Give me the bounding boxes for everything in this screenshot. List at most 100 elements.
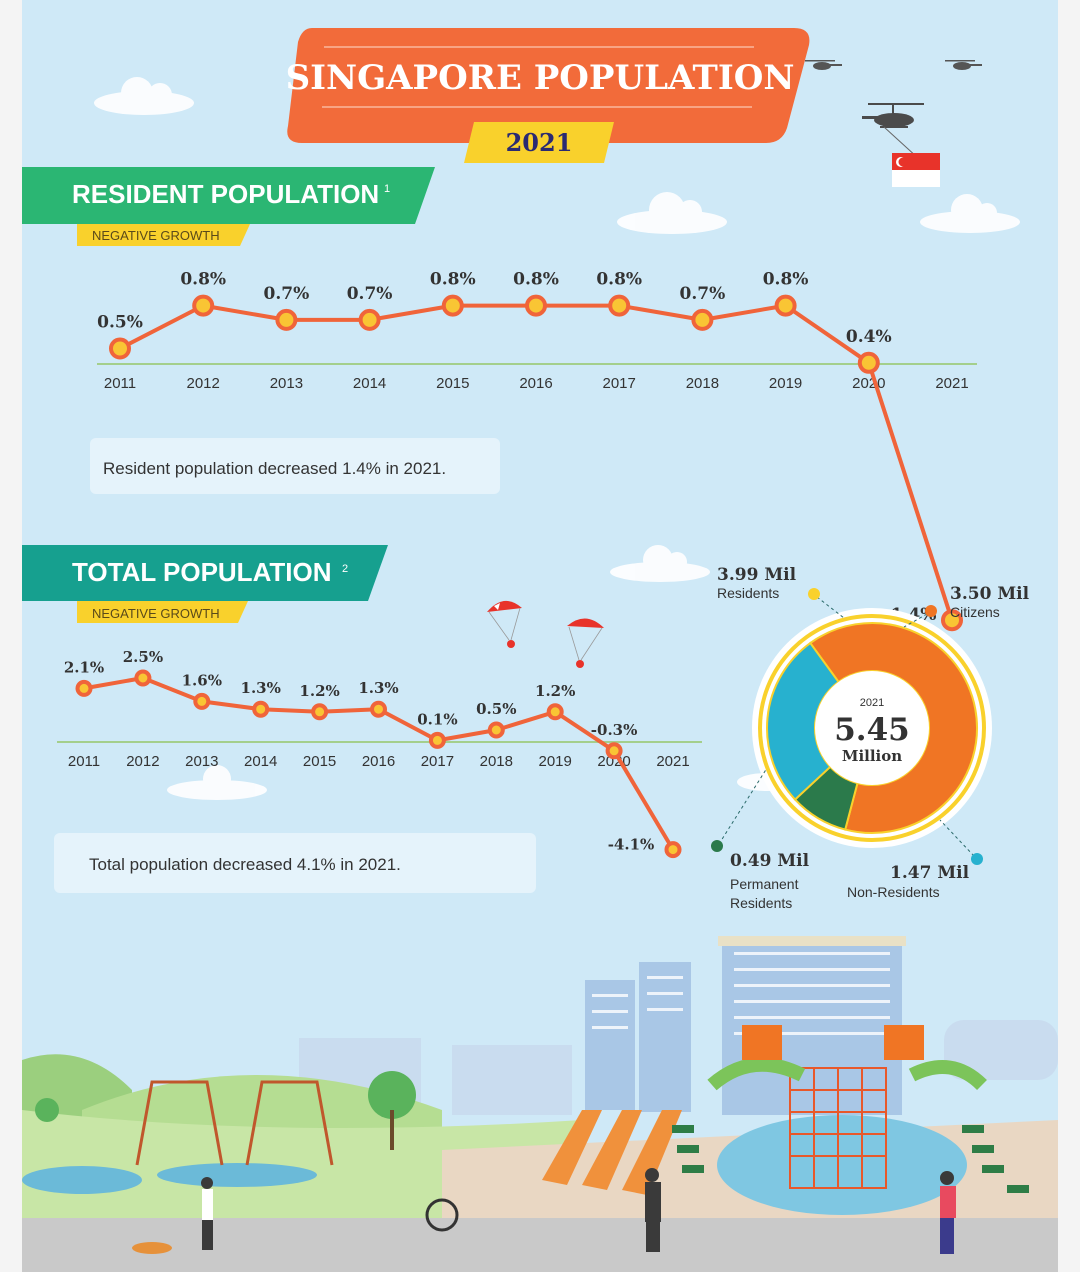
data-label: 1.6%	[182, 671, 222, 689]
data-label: 0.8%	[513, 270, 559, 290]
x-tick-label: 2021	[656, 753, 689, 770]
data-label: 0.4%	[846, 327, 892, 347]
data-point	[487, 721, 505, 739]
callout-citizens: 3.50 Mil Citizens	[903, 584, 1030, 628]
resident-note-text: Resident population decreased 1.4% in 20…	[103, 459, 446, 478]
data-point	[608, 294, 631, 317]
data-label: 0.7%	[347, 284, 393, 304]
data-label: 0.8%	[430, 270, 476, 290]
resident-section-banner	[22, 167, 435, 224]
data-point	[941, 609, 963, 632]
clouds	[94, 77, 1020, 800]
donut-total-value: 5.45	[834, 712, 910, 748]
data-point	[546, 703, 564, 721]
data-point	[275, 308, 298, 331]
data-point	[311, 703, 329, 721]
nonres-value: 1.47 Mil	[890, 863, 970, 883]
parachute-icon	[487, 600, 604, 668]
x-tick-label: 2015	[436, 375, 469, 392]
data-label: 1.2%	[299, 682, 339, 700]
year-badge	[464, 122, 614, 163]
data-label: 0.8%	[596, 270, 642, 290]
helicopter-icon	[805, 60, 982, 70]
x-tick-label: 2015	[303, 753, 336, 770]
x-tick-label: 2012	[126, 753, 159, 770]
callout-non-residents: 1.47 Mil Non-Residents	[847, 819, 983, 900]
x-tick-label: 2021	[935, 375, 968, 392]
resident-growth-tag	[77, 224, 250, 246]
page-title: SINGAPORE POPULATION	[286, 58, 795, 98]
data-label: 1.2%	[535, 682, 575, 700]
resident-note-box	[90, 438, 500, 494]
x-tick-label: 2016	[519, 375, 552, 392]
data-point	[857, 351, 880, 374]
infographic-poster: SINGAPORE POPULATION 2021 RESIDENT POPUL…	[22, 0, 1058, 1272]
x-tick-label: 2013	[185, 753, 218, 770]
x-tick-label: 2017	[421, 753, 454, 770]
x-tick-label: 2014	[244, 753, 277, 770]
total-note-box	[54, 833, 536, 893]
nonres-label: Non-Residents	[847, 884, 940, 900]
residents-value: 3.99 Mil	[717, 565, 797, 585]
total-section-banner	[22, 545, 388, 601]
data-label: 0.7%	[264, 284, 310, 304]
data-label: 0.7%	[680, 284, 726, 304]
donut-center	[815, 671, 929, 785]
data-point	[134, 669, 152, 687]
data-label: 2.1%	[64, 658, 104, 676]
resident-section-title: RESIDENT POPULATION	[72, 179, 379, 209]
data-label: 1.3%	[241, 679, 281, 697]
data-point	[358, 308, 381, 331]
total-population-chart: 2011 2012 2013 2014 2015 2016 2017 2018 2019 2020…	[64, 648, 690, 859]
park-scene-illustration	[22, 936, 1058, 1272]
infographic-canvas: SINGAPORE POPULATION 2021 RESIDENT POPUL…	[22, 28, 1058, 1272]
x-tick-label: 2016	[362, 753, 395, 770]
citizens-value: 3.50 Mil	[950, 584, 1030, 604]
total-footnote: 2	[342, 563, 348, 575]
singapore-flag-icon	[892, 153, 940, 187]
data-point	[441, 294, 464, 317]
total-section-title: TOTAL POPULATION	[72, 557, 332, 587]
data-label: 1.3%	[358, 679, 398, 697]
data-point	[525, 294, 547, 317]
resident-population-chart: 2011 2012 2013 2014 2015 2016 2017 2018 2019 2020…	[97, 270, 969, 632]
data-label: 0.1%	[417, 710, 457, 728]
data-point	[192, 294, 215, 317]
total-growth-tag	[77, 601, 248, 623]
x-tick-label: 2014	[353, 375, 386, 392]
data-point	[605, 742, 623, 760]
x-tick-label: 2011	[104, 375, 136, 392]
x-tick-label: 2017	[603, 375, 636, 392]
total-growth-tag-label: NEGATIVE GROWTH	[92, 606, 220, 621]
data-point	[193, 692, 211, 710]
donut-total-unit: Million	[842, 747, 902, 765]
data-label: -0.3%	[591, 721, 638, 739]
data-label: -4.1%	[608, 836, 655, 854]
x-tick-label: 2020	[852, 375, 885, 392]
data-point	[75, 679, 93, 697]
resident-footnote: 1	[384, 183, 390, 195]
x-tick-label: 2012	[187, 375, 220, 392]
data-label: 0.8%	[180, 270, 226, 290]
residents-label: Residents	[717, 585, 779, 601]
x-tick-label: 2018	[686, 375, 719, 392]
data-point	[774, 294, 797, 317]
resident-growth-tag-label: NEGATIVE GROWTH	[92, 228, 220, 243]
pr-value: 0.49 Mil	[730, 851, 810, 871]
donut-residents-ring	[758, 614, 986, 842]
data-label: 0.8%	[763, 270, 809, 290]
data-label: 0.5%	[97, 313, 143, 333]
x-tick-label: 2019	[539, 753, 572, 770]
year-label: 2021	[506, 128, 573, 157]
callout-residents: 3.99 Mil Residents	[717, 565, 845, 619]
data-label: 0.5%	[476, 700, 516, 718]
data-point	[109, 337, 131, 360]
x-tick-label: 2018	[480, 753, 513, 770]
total-note-text: Total population decreased 4.1% in 2021.	[89, 855, 401, 874]
x-tick-label: 2011	[68, 753, 100, 770]
x-tick-label: 2019	[769, 375, 802, 392]
pr-label-line1: Permanent	[730, 876, 799, 892]
data-point	[664, 841, 682, 859]
helicopter-icon	[862, 103, 924, 159]
pr-label-line2: Residents	[730, 895, 792, 911]
